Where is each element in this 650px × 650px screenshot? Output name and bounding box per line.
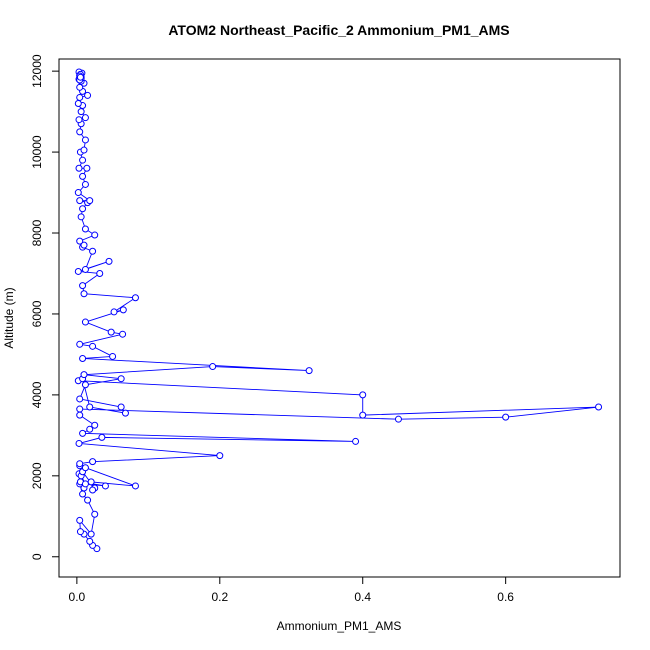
data-point <box>76 237 84 245</box>
y-tick-label: 6000 <box>30 300 44 327</box>
data-point <box>86 537 94 545</box>
data-point <box>305 367 313 375</box>
data-point <box>131 482 139 490</box>
x-tick-label: 0.2 <box>211 590 228 604</box>
y-tick-label: 12000 <box>30 54 44 88</box>
data-point <box>86 425 94 433</box>
data-point <box>81 225 89 233</box>
data-point <box>110 308 118 316</box>
x-tick-label: 0.6 <box>497 590 514 604</box>
data-point <box>79 205 87 213</box>
data-point <box>75 164 83 172</box>
data-point <box>77 108 85 116</box>
data-point <box>87 530 95 538</box>
data-point <box>76 395 84 403</box>
data-point <box>74 267 82 275</box>
data-point <box>595 403 603 411</box>
data-point <box>76 128 84 136</box>
y-tick-label: 0 <box>30 553 44 560</box>
data-point <box>109 352 117 360</box>
data-point <box>81 480 89 488</box>
data-point <box>101 482 109 490</box>
data-point <box>89 486 97 494</box>
data-point <box>119 306 127 314</box>
data-point <box>121 409 129 417</box>
data-point <box>96 269 104 277</box>
data-point <box>76 73 84 81</box>
data-point <box>81 265 89 273</box>
plot-frame <box>58 58 621 578</box>
data-point <box>79 156 87 164</box>
data-point <box>119 330 127 338</box>
data-point <box>80 371 88 379</box>
data-point <box>81 464 89 472</box>
data-point <box>91 421 99 429</box>
y-axis: 0 2000 4000 6000 8000 10000 12000 <box>30 54 59 560</box>
data-point <box>80 146 88 154</box>
data-point <box>76 340 84 348</box>
chart-title: ATOM2 Northeast_Pacific_2 Ammonium_PM1_A… <box>168 22 509 38</box>
y-tick-label: 4000 <box>30 381 44 408</box>
y-tick-label: 10000 <box>30 135 44 169</box>
data-point <box>76 405 84 413</box>
data-point <box>89 458 97 466</box>
data-point <box>76 93 84 101</box>
data-point <box>91 510 99 518</box>
y-axis-label: Altitude (m) <box>2 287 16 348</box>
data-point <box>359 391 367 399</box>
data-point <box>74 100 82 108</box>
x-tick-label: 0.4 <box>354 590 371 604</box>
data-point <box>117 375 125 383</box>
data-point <box>86 403 94 411</box>
data-point <box>80 241 88 249</box>
y-tick-label: 2000 <box>30 462 44 489</box>
data-point <box>209 363 217 371</box>
data-point <box>91 231 99 239</box>
data-point <box>131 294 139 302</box>
data-series <box>74 68 603 553</box>
data-point <box>80 290 88 298</box>
data-point <box>76 197 84 205</box>
data-point <box>89 342 97 350</box>
data-point <box>216 452 224 460</box>
x-tick-label: 0.0 <box>69 590 86 604</box>
data-point <box>81 180 89 188</box>
data-point <box>98 433 106 441</box>
data-point <box>79 282 87 290</box>
data-point <box>79 172 87 180</box>
data-point <box>74 189 82 197</box>
data-point <box>107 328 115 336</box>
data-point <box>84 496 92 504</box>
x-axis: 0.0 0.2 0.4 0.6 <box>69 577 514 604</box>
data-point <box>81 318 89 326</box>
data-point <box>83 164 91 172</box>
data-point <box>394 415 402 423</box>
data-point <box>79 354 87 362</box>
data-point <box>76 516 84 524</box>
data-point <box>502 413 510 421</box>
data-point <box>352 437 360 445</box>
data-point <box>84 91 92 99</box>
data-point <box>75 439 83 447</box>
data-point <box>87 478 95 486</box>
x-axis-label: Ammonium_PM1_AMS <box>277 619 402 633</box>
data-point <box>86 197 94 205</box>
data-point <box>81 136 89 144</box>
data-point <box>77 213 85 221</box>
data-point <box>105 257 113 265</box>
data-point <box>76 460 84 468</box>
data-point <box>75 116 83 124</box>
data-point <box>359 411 367 419</box>
data-point <box>89 247 97 255</box>
data-point <box>79 429 87 437</box>
data-point <box>81 381 89 389</box>
data-point <box>79 490 87 498</box>
data-point <box>76 528 84 536</box>
data-point <box>117 403 125 411</box>
y-tick-label: 8000 <box>30 219 44 246</box>
data-point <box>81 114 89 122</box>
data-point <box>76 411 84 419</box>
